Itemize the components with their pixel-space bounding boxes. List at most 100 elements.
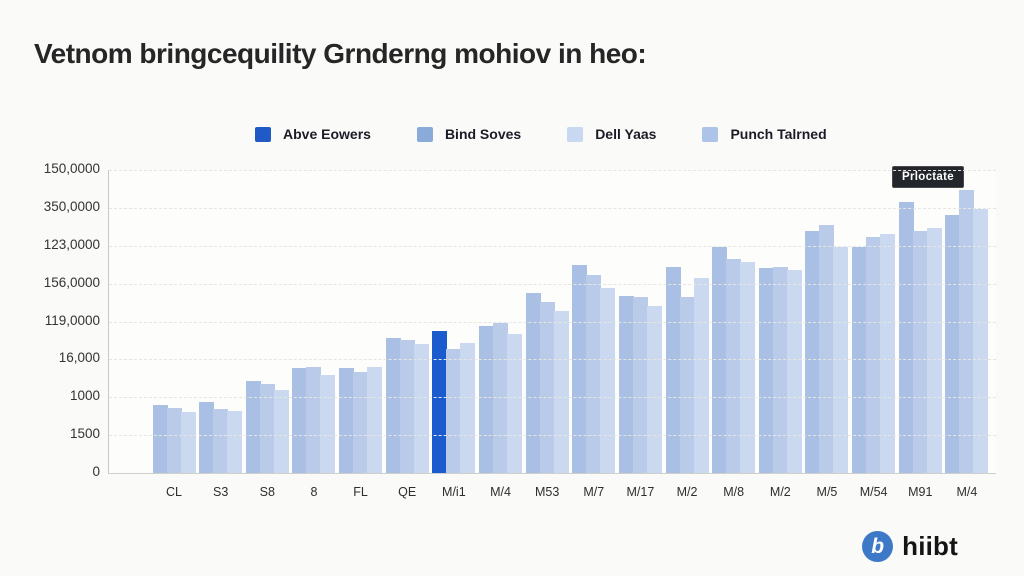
bar[interactable] (245, 380, 261, 473)
bar[interactable] (460, 342, 476, 473)
legend-swatch-icon (416, 126, 433, 142)
tooltip: Prloctate (892, 166, 964, 188)
bar-group: M91 (897, 170, 943, 499)
legend-item[interactable]: Bind Soves (416, 126, 521, 142)
bar[interactable] (180, 412, 196, 473)
bar[interactable] (572, 265, 588, 473)
bar[interactable] (339, 368, 355, 473)
bar-group: M/4 (944, 170, 990, 499)
gridline (109, 245, 996, 247)
bar[interactable] (898, 201, 914, 473)
bar[interactable] (945, 215, 961, 473)
bar[interactable] (819, 224, 835, 473)
y-tick-label: 1000 (69, 388, 100, 404)
bar[interactable] (399, 339, 415, 473)
bar[interactable] (227, 410, 243, 473)
bar-group: FL (338, 170, 384, 499)
bar[interactable] (213, 409, 229, 473)
gridline (109, 170, 996, 171)
bar[interactable] (805, 230, 821, 473)
x-tick-label: M/5 (816, 485, 838, 499)
bar[interactable] (880, 233, 896, 473)
bar[interactable] (912, 230, 928, 473)
logo-text: hiibt (902, 531, 958, 561)
gridline (109, 435, 996, 437)
legend-item[interactable]: Dell Yaas (567, 126, 656, 142)
legend-label: Abve Eowers (283, 126, 371, 142)
brand-logo: b hiibt (862, 531, 958, 562)
bar[interactable] (273, 389, 289, 473)
bar[interactable] (166, 407, 182, 473)
bar[interactable] (693, 277, 709, 473)
x-tick-label: M/17 (626, 485, 655, 499)
bar[interactable] (292, 368, 308, 473)
x-tick-label: S8 (259, 485, 275, 499)
y-tick-label: 123,0000 (43, 236, 100, 252)
bar[interactable] (385, 338, 401, 473)
bar-group: M/2 (664, 170, 710, 499)
bar[interactable] (786, 270, 802, 473)
x-tick-label: M/54 (859, 485, 888, 499)
bar-group: M/i1 (431, 170, 477, 499)
bar[interactable] (199, 401, 215, 473)
gridline (109, 397, 996, 399)
x-tick-label: M/8 (723, 485, 745, 499)
bar[interactable] (758, 268, 774, 473)
bar[interactable] (600, 288, 616, 473)
x-tick-label: M53 (534, 485, 560, 499)
y-tick-label: 156,0000 (43, 274, 100, 290)
bar-group: M/17 (617, 170, 663, 499)
bar[interactable] (353, 371, 369, 473)
x-tick-label: QE (398, 485, 417, 499)
bar-groups: CL S3 S8 8 FL QE M/i1 M/4 M53 M/7 M/17 M/2 M/8 M/2 M/5… (109, 170, 996, 499)
x-tick-label: M/2 (769, 485, 791, 499)
bar[interactable] (973, 209, 989, 473)
bar[interactable] (525, 292, 541, 473)
legend-swatch-icon (255, 126, 271, 142)
bar-group: S8 (244, 170, 290, 499)
highlighted-bar[interactable] (432, 330, 448, 473)
bar[interactable] (152, 404, 168, 473)
bar[interactable] (740, 262, 756, 473)
x-tick-label: S3 (212, 485, 229, 499)
bar[interactable] (553, 310, 569, 473)
bar-group: 8 (291, 170, 337, 499)
y-tick-label: 150,0000 (43, 161, 100, 176)
legend-item[interactable]: Abve Eowers (255, 126, 371, 142)
bar[interactable] (926, 227, 942, 473)
x-tick-label: 8 (310, 485, 318, 499)
gridline (109, 283, 996, 285)
x-tick-label: FL (353, 485, 368, 499)
bar[interactable] (959, 189, 975, 473)
y-tick-label: 16,000 (58, 350, 100, 366)
bar[interactable] (618, 295, 634, 473)
bar[interactable] (679, 297, 695, 473)
bar[interactable] (772, 266, 788, 473)
bar[interactable] (259, 383, 275, 473)
legend-item[interactable]: Punch Talrned (702, 126, 827, 142)
bar[interactable] (632, 297, 648, 473)
bar[interactable] (367, 366, 383, 473)
bar-group: M/2 (757, 170, 803, 499)
y-axis-labels: 150,0000 350,0000 123,0000 156,0000 119,0000… (10, 0, 100, 576)
bar[interactable] (413, 344, 429, 473)
bar[interactable] (646, 306, 662, 473)
bar[interactable] (866, 236, 882, 473)
x-tick-label: M/4 (956, 485, 978, 499)
bar[interactable] (539, 301, 555, 473)
bar[interactable] (506, 333, 522, 473)
bar[interactable] (665, 266, 681, 473)
bar[interactable] (586, 274, 602, 473)
bar[interactable] (446, 348, 462, 473)
bar[interactable] (478, 326, 494, 473)
gridline (109, 321, 996, 323)
bar-group: M53 (524, 170, 570, 499)
bar[interactable] (726, 259, 742, 473)
x-tick-label: M/7 (583, 485, 605, 499)
bar[interactable] (306, 366, 322, 473)
y-tick-label: 350,0000 (43, 198, 100, 214)
x-tick-label: CL (166, 485, 182, 499)
bar[interactable] (320, 374, 336, 473)
